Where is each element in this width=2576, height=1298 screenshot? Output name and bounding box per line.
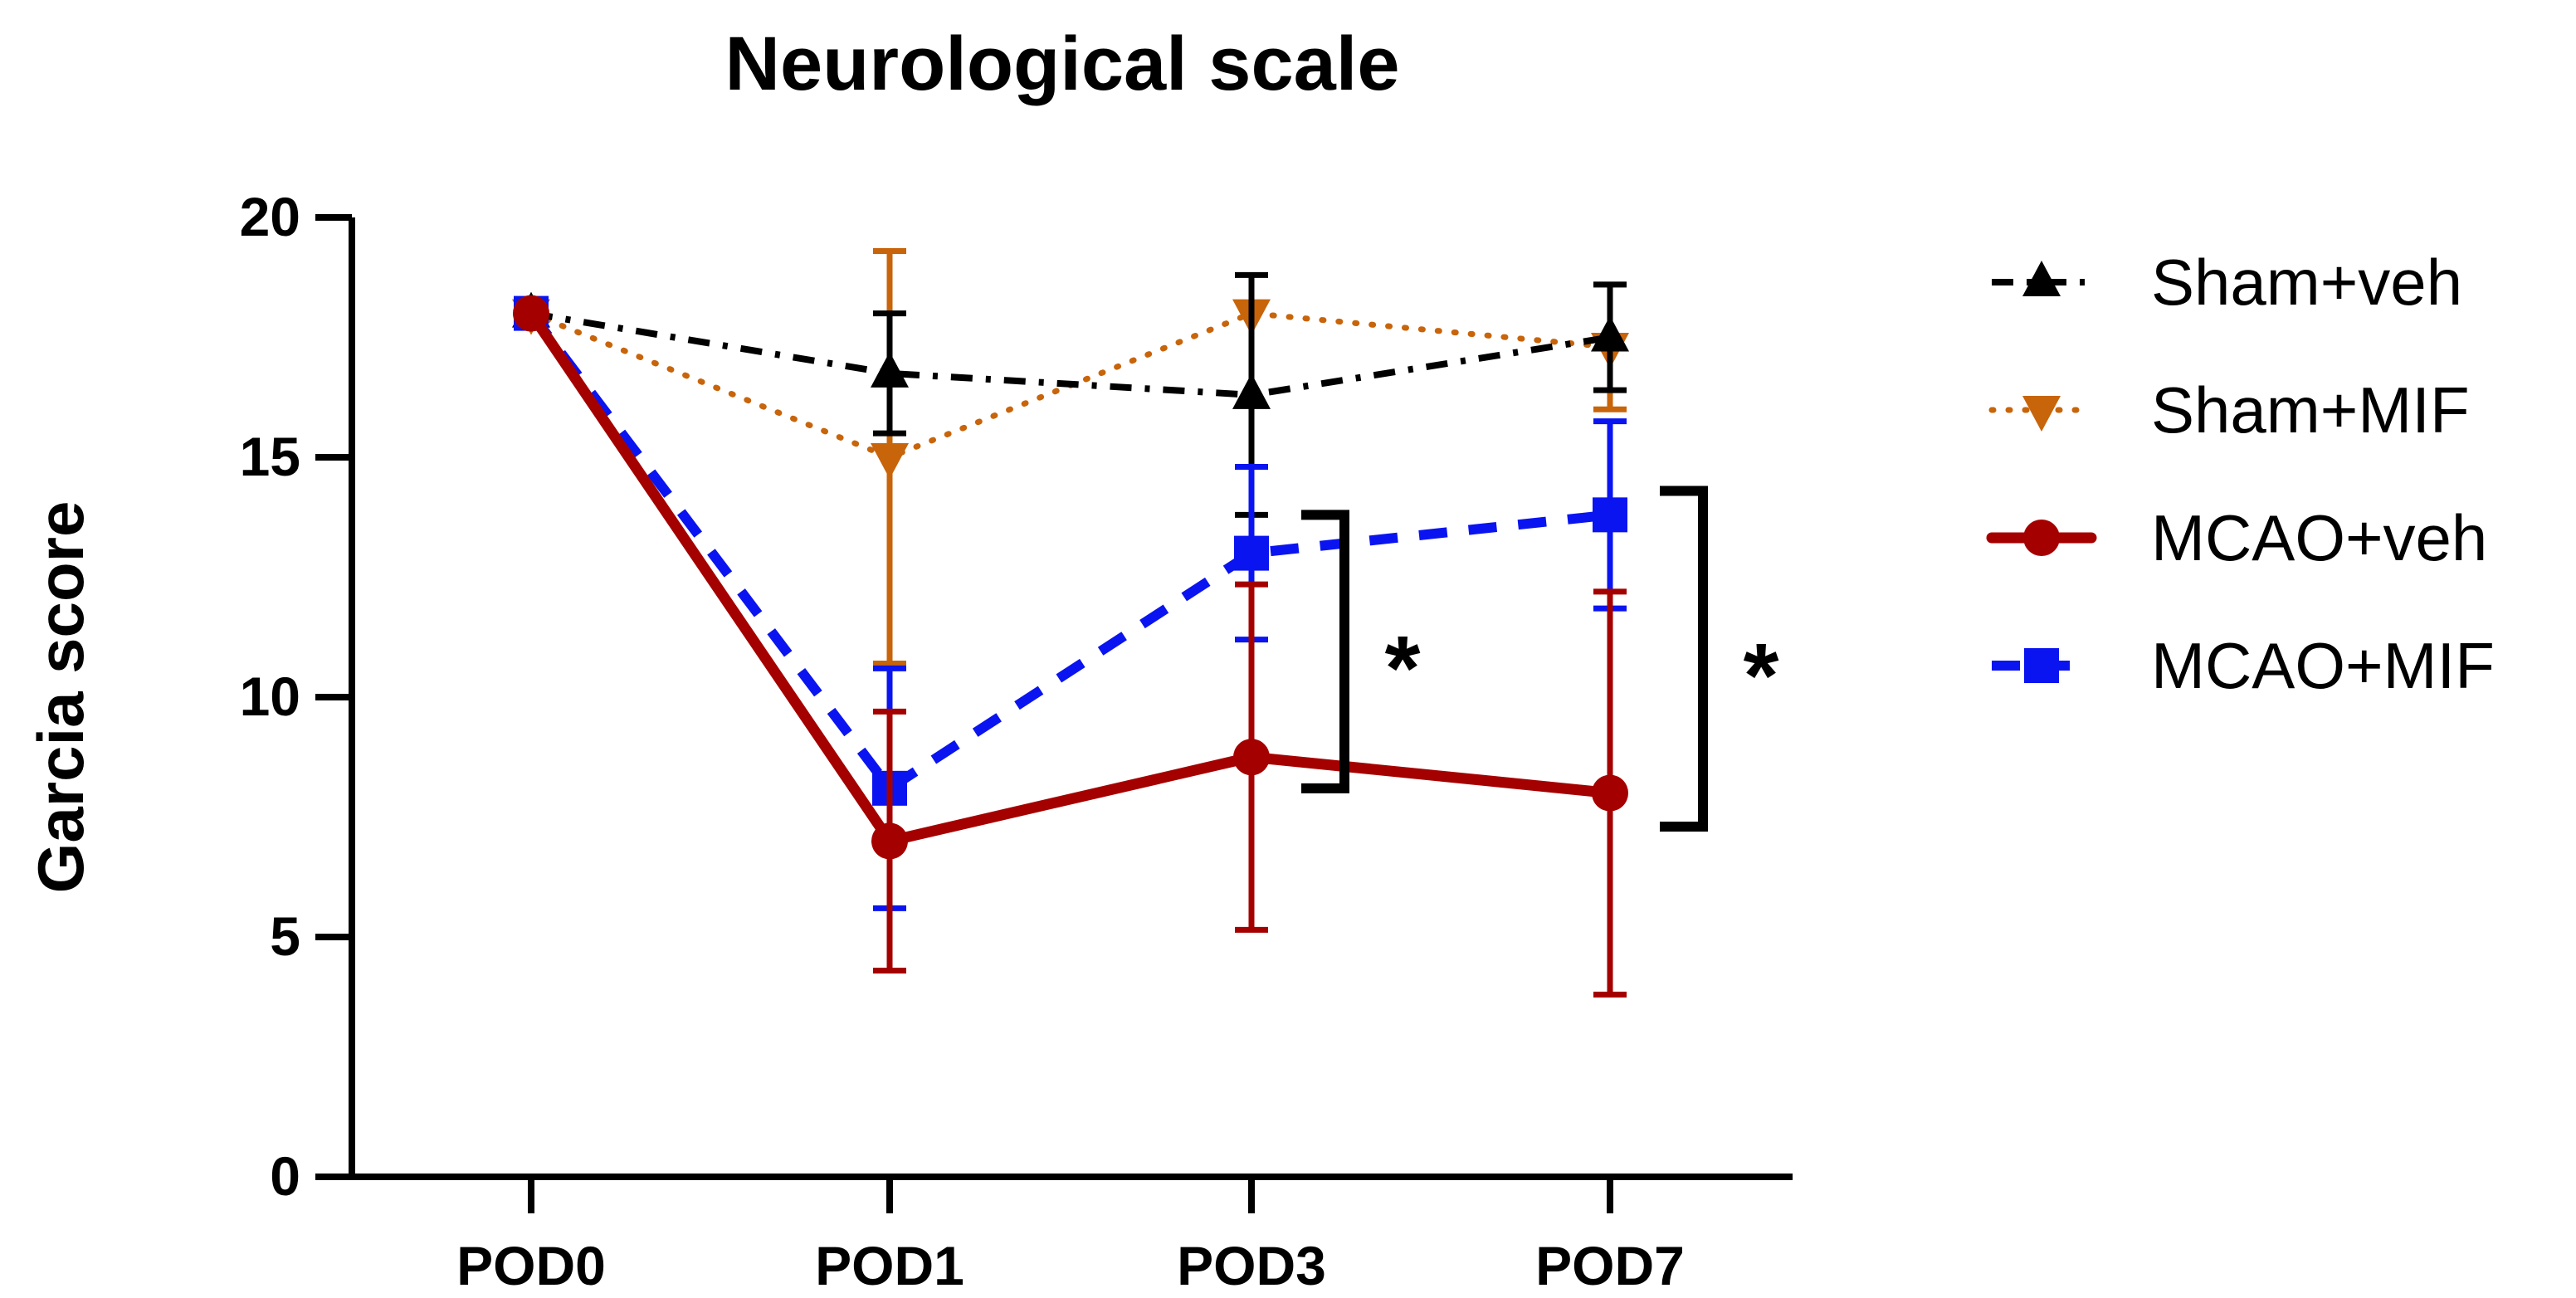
legend-marker-sham-mif <box>2022 396 2061 432</box>
legend-marker-mcao-veh <box>2023 520 2060 556</box>
x-tick-label-pod1: POD1 <box>815 1235 964 1296</box>
y-tick-label-10: 10 <box>240 666 300 727</box>
axes: 0 5 10 15 20 POD0 POD1 POD3 POD7 <box>240 186 1793 1296</box>
data-point-mcao-mif-pod3 <box>1234 535 1269 571</box>
series-sham-mif <box>512 247 1629 667</box>
series-line-sham-veh <box>530 310 1611 398</box>
legend-item-mcao-mif: MCAO+MIF <box>1992 629 2495 702</box>
legend-item-mcao-veh: MCAO+veh <box>1986 501 2487 574</box>
y-tick-label-5: 5 <box>270 905 300 967</box>
significance-bracket-pod3: * <box>1301 510 1421 793</box>
series-sham-veh <box>512 271 1629 518</box>
x-tick-label-pod3: POD3 <box>1177 1235 1326 1296</box>
legend: Sham+veh Sham+MIF MCAO+veh MCAO+MIF <box>1986 246 2495 702</box>
data-point-sham-mif-pod1 <box>871 443 909 479</box>
legend-label-sham-mif: Sham+MIF <box>2151 373 2470 446</box>
chart-title: Neurological scale <box>725 22 1400 106</box>
data-point-mcao-veh-pod7 <box>1592 774 1628 812</box>
series-line-mcao-veh <box>525 308 1616 847</box>
x-tick-label-pod0: POD0 <box>456 1235 606 1296</box>
legend-label-sham-veh: Sham+veh <box>2151 246 2462 319</box>
data-point-sham-veh-pod7 <box>1591 315 1629 352</box>
significance-star: * <box>1744 625 1779 727</box>
data-point-mcao-veh-pod1 <box>871 822 908 860</box>
x-tick-label-pod7: POD7 <box>1535 1235 1685 1296</box>
data-point-sham-veh-pod3 <box>1232 373 1271 409</box>
significance-bracket-pod7: * <box>1660 486 1779 832</box>
legend-item-sham-mif: Sham+MIF <box>1988 373 2470 446</box>
series-line-mcao-mif <box>527 310 1611 793</box>
legend-marker-sham-veh <box>2022 261 2061 296</box>
data-point-sham-veh-pod1 <box>871 351 909 388</box>
data-point-mcao-mif-pod7 <box>1593 497 1627 533</box>
data-point-mcao-veh-pod0 <box>513 295 549 332</box>
y-tick-label-15: 15 <box>240 426 300 487</box>
legend-item-sham-veh: Sham+veh <box>1992 246 2462 319</box>
y-tick-label-0: 0 <box>270 1145 300 1207</box>
bracket-line <box>1660 486 1708 832</box>
data-point-mcao-veh-pod3 <box>1233 739 1270 776</box>
y-axis-title: Garcia score <box>24 501 97 894</box>
legend-label-mcao-veh: MCAO+veh <box>2151 501 2487 574</box>
significance-annotations: * * <box>1301 486 1779 832</box>
y-tick-label-20: 20 <box>240 186 300 247</box>
series-layer <box>512 247 1629 998</box>
bracket-line <box>1301 510 1349 793</box>
legend-marker-mcao-mif <box>2024 648 2059 683</box>
legend-label-mcao-mif: MCAO+MIF <box>2151 629 2495 702</box>
series-mcao-veh <box>513 295 1628 998</box>
significance-star: * <box>1385 617 1421 720</box>
